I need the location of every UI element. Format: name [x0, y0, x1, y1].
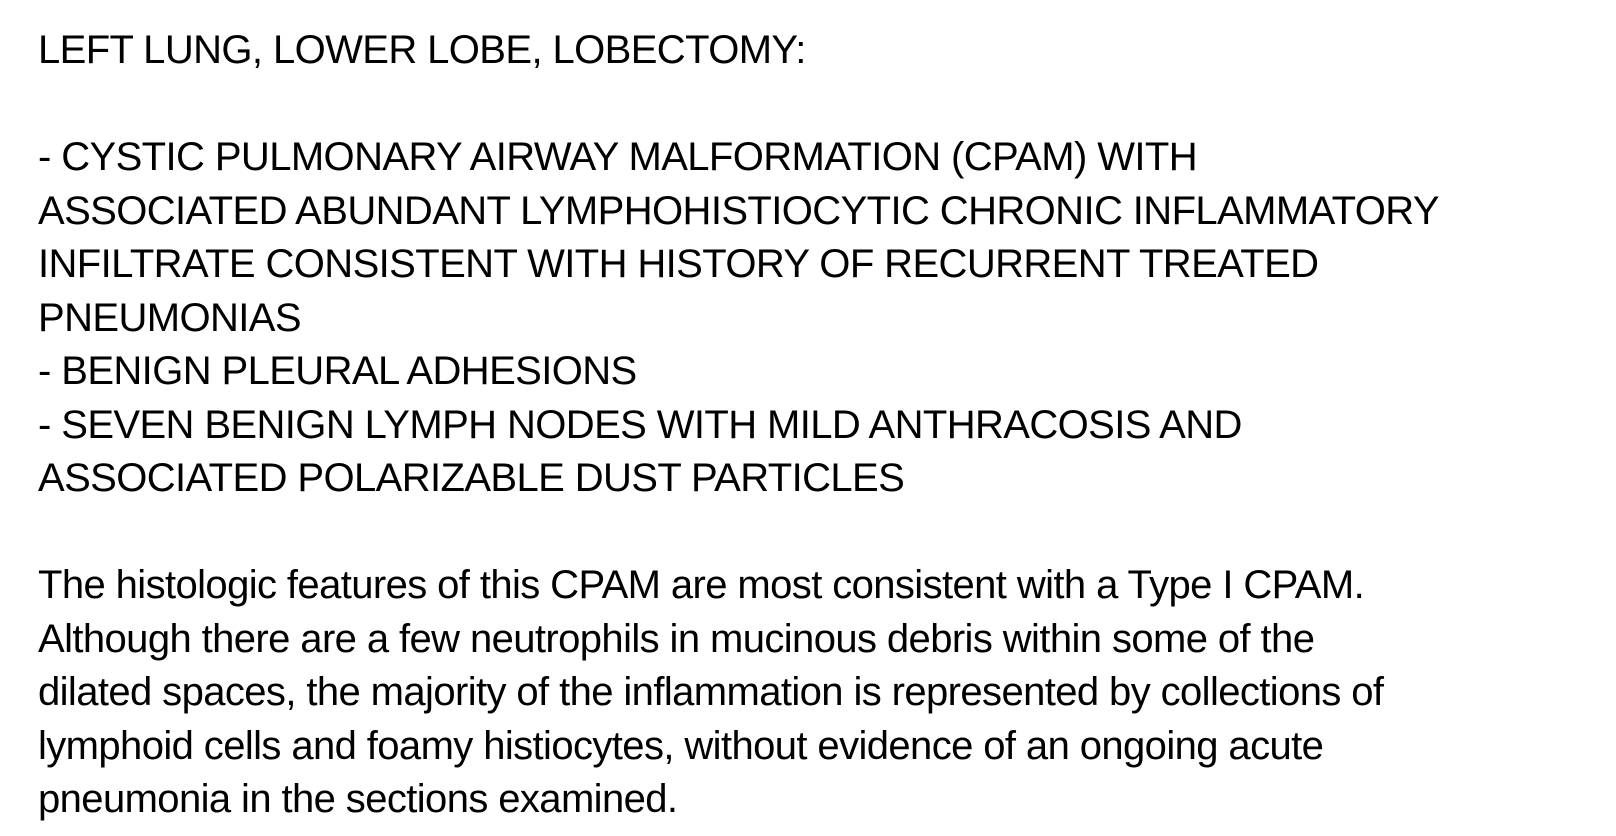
diagnosis-item-lymph-nodes: - SEVEN BENIGN LYMPH NODES WITH MILD ANT… — [38, 399, 1616, 506]
specimen-header: LEFT LUNG, LOWER LOBE, LOBECTOMY: — [38, 28, 806, 72]
diagnosis-line: - SEVEN BENIGN LYMPH NODES WITH MILD ANT… — [38, 402, 1242, 447]
diagnosis-list: - CYSTIC PULMONARY AIRWAY MALFORMATION (… — [38, 131, 1616, 506]
blank-line — [38, 506, 1616, 560]
comment-paragraph: The histologic features of this CPAM are… — [38, 559, 1616, 827]
diagnosis-line: ASSOCIATED ABUNDANT LYMPHOHISTIOCYTIC CH… — [38, 188, 1440, 233]
diagnosis-line: INFILTRATE CONSISTENT WITH HISTORY OF RE… — [38, 242, 1319, 286]
diagnosis-item-cpam: - CYSTIC PULMONARY AIRWAY MALFORMATION (… — [38, 131, 1616, 345]
diagnosis-line: PNEUMONIAS — [38, 295, 302, 340]
comment-line: The histologic features of this CPAM are… — [38, 563, 1365, 607]
diagnosis-item-pleural-adhesions: - BENIGN PLEURAL ADHESIONS — [38, 345, 1616, 399]
comment-line: Although there are a few neutrophils in … — [38, 616, 1315, 661]
blank-line — [38, 78, 1616, 132]
comment-line: pneumonia in the sections examined. — [38, 777, 678, 821]
comment-line: dilated spaces, the majority of the infl… — [38, 670, 1384, 714]
comment-line: lymphoid cells and foamy histiocytes, wi… — [38, 723, 1324, 768]
diagnosis-line: - CYSTIC PULMONARY AIRWAY MALFORMATION (… — [38, 135, 1198, 179]
diagnosis-line: - BENIGN PLEURAL ADHESIONS — [38, 349, 637, 393]
diagnosis-line: ASSOCIATED POLARIZABLE DUST PARTICLES — [38, 456, 905, 500]
